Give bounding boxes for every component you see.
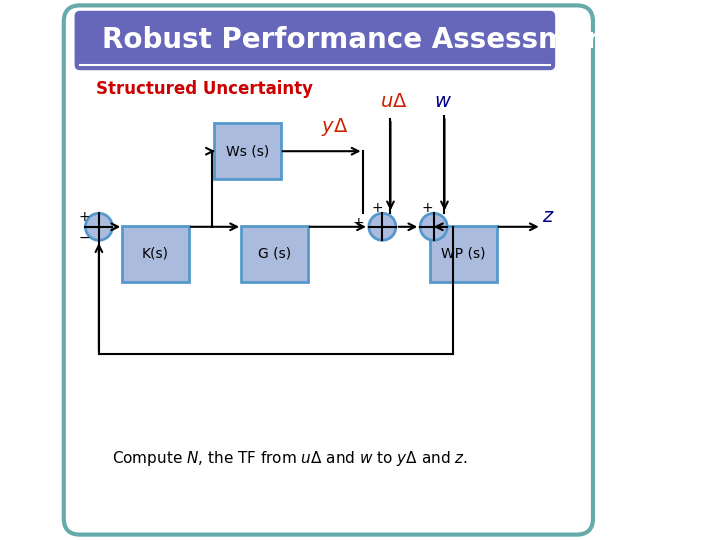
FancyBboxPatch shape	[241, 226, 308, 282]
FancyBboxPatch shape	[214, 123, 281, 179]
FancyBboxPatch shape	[122, 226, 189, 282]
Circle shape	[420, 213, 447, 240]
Text: $z$: $z$	[541, 206, 554, 226]
Text: WP (s): WP (s)	[441, 247, 485, 261]
Circle shape	[369, 213, 396, 240]
Text: K(s): K(s)	[142, 247, 169, 261]
Text: $u\Delta$: $u\Delta$	[379, 92, 408, 111]
Text: $w$: $w$	[433, 92, 451, 111]
Text: +: +	[422, 201, 433, 215]
FancyBboxPatch shape	[75, 11, 555, 70]
FancyBboxPatch shape	[64, 5, 593, 535]
Text: G (s): G (s)	[258, 247, 291, 261]
Text: +: +	[372, 201, 383, 215]
Text: Ws (s): Ws (s)	[226, 144, 269, 158]
Circle shape	[86, 213, 112, 240]
FancyBboxPatch shape	[430, 226, 497, 282]
Text: $y\Delta$: $y\Delta$	[321, 116, 348, 138]
Text: Compute $N$, the TF from $u\Delta$ and $w$ to $y\Delta$ and $z$.: Compute $N$, the TF from $u\Delta$ and $…	[112, 449, 469, 469]
Text: +: +	[78, 210, 90, 224]
Text: Structured Uncertainty: Structured Uncertainty	[96, 80, 313, 98]
Text: −: −	[78, 231, 90, 245]
Text: +: +	[352, 216, 364, 230]
Text: Robust Performance Assessment: Robust Performance Assessment	[102, 26, 618, 55]
